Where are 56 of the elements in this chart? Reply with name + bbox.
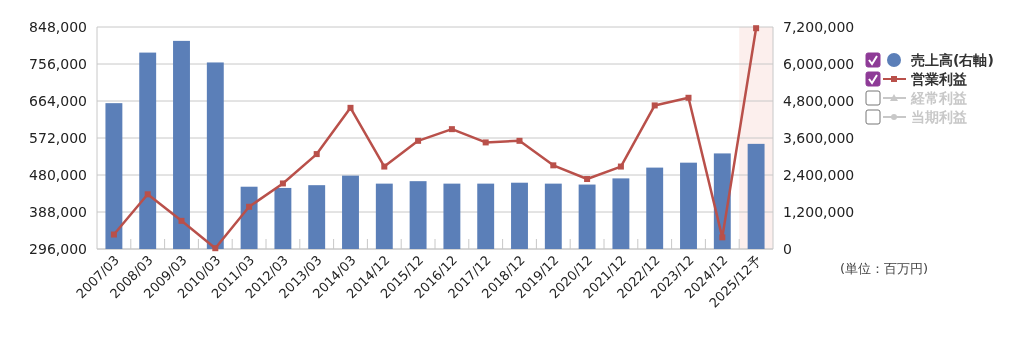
point <box>415 137 422 144</box>
y-tick-label: 296,000 <box>29 241 87 257</box>
text: (単位：百万円) <box>840 261 929 276</box>
point <box>144 191 151 198</box>
bar <box>206 62 224 249</box>
legend-label: 売上高(右軸) <box>911 52 994 68</box>
y-tick-label: 756,000 <box>29 56 87 72</box>
bar <box>308 185 326 249</box>
y2-tick-label: 4,800,000 <box>783 93 855 109</box>
point <box>685 94 692 101</box>
y2-tick-label: 0 <box>783 241 792 257</box>
bar <box>274 187 292 249</box>
legend-label: 営業利益 <box>911 71 967 87</box>
bar <box>578 184 596 249</box>
bar <box>747 143 765 249</box>
y-tick-label: 572,000 <box>29 130 87 146</box>
y-tick-label: 664,000 <box>29 93 87 109</box>
point <box>178 217 185 224</box>
bar <box>105 103 123 249</box>
y2-tick-label: 7,200,000 <box>783 19 855 35</box>
point <box>482 139 489 146</box>
point <box>651 102 658 109</box>
point <box>617 163 624 170</box>
point <box>584 176 591 183</box>
bar <box>139 52 157 249</box>
y2-tick-label: 6,000,000 <box>783 56 855 72</box>
bar <box>375 183 393 249</box>
bar <box>342 175 359 249</box>
point <box>550 162 557 169</box>
y-tick-label: 848,000 <box>29 19 87 35</box>
y2-tick-label: 1,200,000 <box>783 204 855 220</box>
point <box>719 234 726 241</box>
bar <box>409 181 427 249</box>
bar <box>173 40 190 249</box>
bar <box>612 178 630 249</box>
point <box>313 151 320 158</box>
y2-tick-label: 3,600,000 <box>783 130 855 146</box>
point <box>448 126 455 133</box>
bar <box>511 182 528 249</box>
bar <box>646 167 664 249</box>
point <box>381 163 388 170</box>
bar <box>680 162 697 249</box>
point <box>279 180 286 187</box>
bar <box>240 186 258 249</box>
y2-tick-label: 2,400,000 <box>783 167 855 183</box>
bar <box>544 183 562 249</box>
bar <box>477 183 495 249</box>
y-tick-label: 388,000 <box>29 204 87 220</box>
point <box>212 245 219 252</box>
y-tick-label: 480,000 <box>29 167 87 183</box>
bar <box>443 183 461 249</box>
point <box>347 104 354 111</box>
point <box>753 25 760 32</box>
point <box>516 137 523 144</box>
point <box>246 203 253 210</box>
point <box>110 231 117 238</box>
